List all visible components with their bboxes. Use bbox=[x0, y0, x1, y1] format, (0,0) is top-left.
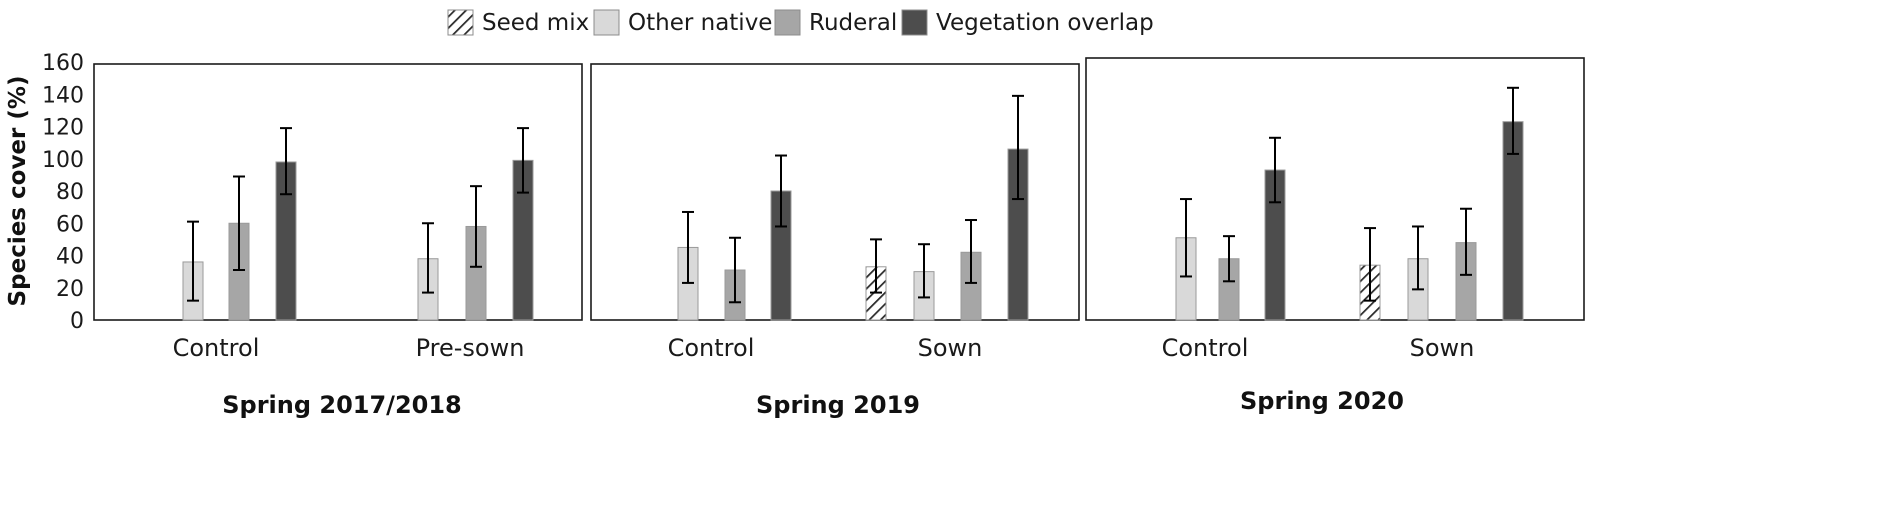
y-tick-label: 120 bbox=[42, 116, 84, 141]
legend-label-ruderal: Ruderal bbox=[809, 10, 897, 36]
legend-label-overlap: Vegetation overlap bbox=[936, 10, 1154, 36]
panel-frame bbox=[1085, 57, 1585, 321]
legend-swatch-ruderal bbox=[774, 9, 801, 36]
group-sown: Sown bbox=[1359, 86, 1524, 362]
y-tick-label: 0 bbox=[70, 309, 84, 334]
panels: Control Pre-sown Spring 2017/2018 Control So… bbox=[93, 57, 1585, 419]
group-control: Control bbox=[173, 127, 297, 362]
y-tick-label: 100 bbox=[42, 148, 84, 173]
category-label: Sown bbox=[918, 334, 983, 362]
y-tick-label: 160 bbox=[42, 51, 84, 76]
y-tick-label: 140 bbox=[42, 83, 84, 108]
panel-spring-2019: Control Sown Spring 2019 bbox=[590, 63, 1080, 419]
legend: Seed mix Other native Ruderal Vegetation ov… bbox=[447, 9, 1154, 36]
panel-title: Spring 2020 bbox=[1240, 387, 1404, 415]
category-label: Control bbox=[1162, 334, 1249, 362]
panel-title: Spring 2017/2018 bbox=[222, 391, 462, 419]
group-sown: Sown bbox=[865, 94, 1029, 362]
category-label: Pre-sown bbox=[416, 334, 525, 362]
category-label: Sown bbox=[1410, 334, 1475, 362]
y-axis: 0 20 40 60 80 100 120 140 160 Species cover (%) bbox=[5, 51, 84, 334]
group-control: Control bbox=[668, 154, 792, 362]
panel-spring-2017-2018: Control Pre-sown Spring 2017/2018 bbox=[93, 63, 583, 419]
group-pre-sown: Pre-sown bbox=[416, 127, 534, 362]
y-tick-label: 60 bbox=[56, 212, 84, 237]
category-label: Control bbox=[668, 334, 755, 362]
legend-swatch-overlap bbox=[901, 9, 928, 36]
panel-frame bbox=[93, 63, 583, 321]
y-tick-label: 20 bbox=[56, 277, 84, 302]
y-axis-title: Species cover (%) bbox=[5, 76, 31, 307]
panel-title: Spring 2019 bbox=[756, 391, 920, 419]
legend-label-native: Other native bbox=[628, 10, 772, 36]
group-control: Control bbox=[1162, 136, 1286, 362]
legend-label-seed: Seed mix bbox=[482, 10, 589, 36]
legend-swatch-native bbox=[593, 9, 620, 36]
legend-swatch-seed bbox=[447, 9, 474, 36]
y-tick-label: 80 bbox=[56, 180, 84, 205]
category-label: Control bbox=[173, 334, 260, 362]
panel-frame bbox=[590, 63, 1080, 321]
y-tick-label: 40 bbox=[56, 245, 84, 270]
